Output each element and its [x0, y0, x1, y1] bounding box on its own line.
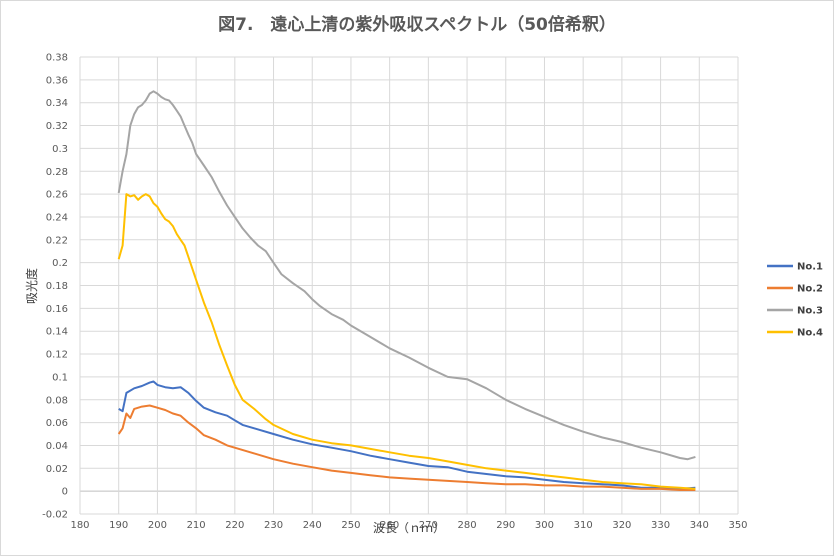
legend-label: No.3 [797, 306, 823, 317]
y-tick-label: 0.38 [46, 53, 68, 64]
chart-title: 図7. 遠心上清の紫外吸収スペクトル（50倍希釈） [218, 14, 616, 35]
y-axis-label: 吸光度 [24, 268, 39, 304]
x-tick-label: 250 [341, 520, 360, 531]
y-tick-label: 0.14 [46, 327, 68, 338]
y-tick-label: 0.08 [46, 395, 68, 406]
y-tick-label: 0.1 [52, 372, 68, 383]
y-tick-label: 0.02 [46, 464, 68, 475]
y-tick-label: 0.36 [46, 75, 68, 86]
legend: No.1 No.2 No.3 No.4 [767, 262, 823, 339]
x-tick-label: 180 [70, 520, 89, 531]
x-tick-label: 270 [419, 520, 438, 531]
y-tick-label: 0.3 [52, 144, 68, 155]
axes: -0.02 0 0.02 0.04 0.06 0.08 0.1 0.12 0.14 0.16 0.1… [42, 53, 747, 532]
x-tick-label: 340 [690, 520, 709, 531]
series-line-3 [117, 90, 696, 461]
x-tick-label: 190 [109, 520, 128, 531]
y-tick-label: 0.26 [46, 190, 68, 201]
x-axis-label: 波長（ｎｍ） [373, 521, 445, 535]
x-tick-label: 240 [303, 520, 322, 531]
x-tick-label: 350 [728, 520, 747, 531]
grid-lines [79, 56, 739, 515]
x-tick-label: 290 [496, 520, 515, 531]
y-tick-label: 0.12 [46, 350, 68, 361]
x-tick-label: 320 [612, 520, 631, 531]
y-tick-label: 0.34 [46, 98, 68, 109]
y-tick-label: 0.18 [46, 281, 68, 292]
y-tick-label: 0.32 [46, 121, 68, 132]
y-tick-label: 0.2 [52, 258, 68, 269]
series-line-2 [117, 404, 696, 491]
legend-label: No.1 [797, 262, 823, 273]
x-tick-label: 300 [535, 520, 554, 531]
y-tick-label: 0.28 [46, 167, 68, 178]
y-tick-label: 0.16 [46, 304, 68, 315]
y-tick-label: 0.06 [46, 418, 68, 429]
x-tick-label: 220 [225, 520, 244, 531]
y-tick-label: 0.22 [46, 235, 68, 246]
y-tick-label: 0 [62, 487, 68, 498]
x-tick-label: 200 [148, 520, 167, 531]
series-line-4 [117, 193, 696, 490]
x-tick-label: 260 [380, 520, 399, 531]
y-tick-label: 0.24 [46, 212, 68, 223]
y-tick-label: 0.04 [46, 441, 68, 452]
series-line-1 [118, 380, 696, 490]
x-tick-label: 330 [651, 520, 670, 531]
legend-label: No.2 [797, 284, 823, 295]
y-tick-label: -0.02 [42, 510, 68, 521]
x-tick-label: 230 [264, 520, 283, 531]
x-tick-label: 280 [458, 520, 477, 531]
x-tick-label: 310 [574, 520, 593, 531]
x-tick-label: 210 [187, 520, 206, 531]
legend-label: No.4 [797, 328, 823, 339]
series-lines [117, 90, 696, 491]
